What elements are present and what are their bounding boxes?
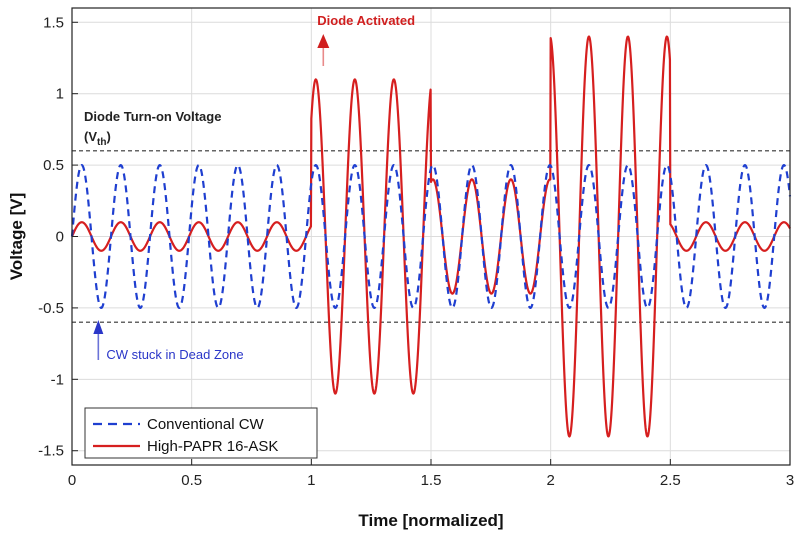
threshold-symbol-sub: th	[97, 137, 106, 148]
x-tick-label-1: 0.5	[181, 472, 202, 489]
legend-label-cw: Conventional CW	[147, 416, 265, 433]
legend-box	[84, 407, 318, 459]
x-tick-label-0: 0	[68, 472, 76, 489]
threshold-symbol-open: (V	[84, 129, 97, 144]
y-tick-label-3: 0	[56, 229, 64, 246]
threshold-symbol-close: )	[106, 129, 110, 144]
legend: Conventional CW High-PAPR 16-ASK	[84, 407, 318, 459]
grid	[71, 8, 791, 465]
diode-activated-annotation: Diode Activated	[317, 13, 415, 28]
series-line-ask	[70, 35, 791, 438]
dead-zone-arrow-head	[93, 320, 104, 334]
y-axis-label: Voltage [V]	[7, 193, 26, 281]
legend-label-ask: High-PAPR 16-ASK	[147, 438, 278, 455]
activated-arrow-head	[317, 34, 330, 48]
series-layer	[70, 35, 792, 438]
y-tick-label-0: -1.5	[38, 443, 64, 460]
dead-zone-arrow-icon	[93, 320, 104, 360]
threshold-symbol: (Vth)	[84, 129, 111, 148]
y-tick-label-5: 1	[56, 86, 64, 103]
y-tick-label-4: 0.5	[43, 157, 64, 174]
x-axis-label: Time [normalized]	[358, 511, 503, 530]
series-line-cw	[70, 163, 792, 310]
x-tick-label-5: 2.5	[660, 472, 681, 489]
threshold-annotation: Diode Turn-on Voltage	[84, 109, 221, 124]
ticks-layer: 0 0.5 1 1.5 2 2.5 3 -1.5 -1 -0.5 0 0.5 1 1.5	[38, 14, 794, 489]
x-tick-label-6: 3	[786, 472, 794, 489]
y-tick-label-2: -0.5	[38, 300, 64, 317]
activated-arrow-icon	[317, 34, 330, 66]
x-tick-label-4: 2	[546, 472, 554, 489]
y-tick-label-6: 1.5	[43, 14, 64, 31]
y-tick-label-1: -1	[51, 371, 64, 388]
dead-zone-annotation: CW stuck in Dead Zone	[106, 347, 243, 362]
x-tick-label-2: 1	[307, 472, 315, 489]
x-tick-label-3: 1.5	[421, 472, 442, 489]
